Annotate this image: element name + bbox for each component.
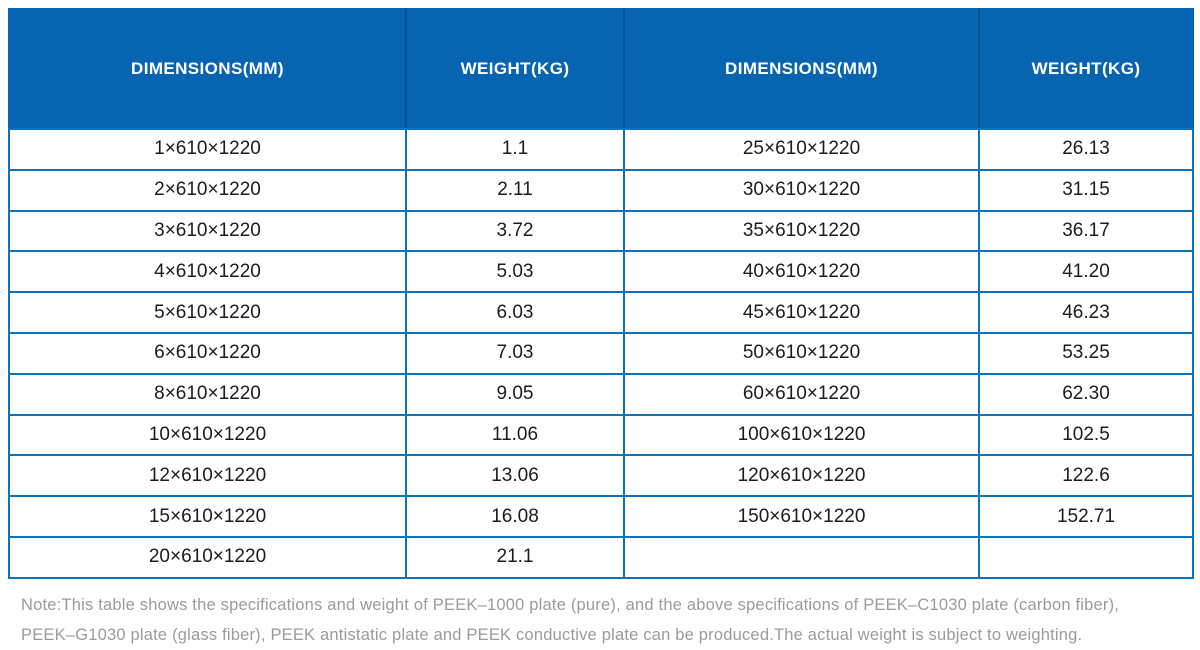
table-row: 10×610×1220 11.06 100×610×1220 102.5 — [8, 413, 1194, 457]
dimensions-cell: 12×610×1220 — [8, 454, 407, 498]
dimensions-cell: 1×610×1220 — [8, 128, 407, 171]
weight-cell: 3.72 — [405, 209, 625, 253]
dimensions-cell: 15×610×1220 — [8, 495, 407, 538]
table-row: 15×610×1220 16.08 150×610×1220 152.71 — [8, 495, 1194, 538]
dimensions-cell: 2×610×1220 — [8, 168, 407, 212]
weight-cell: 62.30 — [978, 372, 1194, 416]
weight-column-header-2: WEIGHT(KG) — [978, 8, 1194, 130]
dimensions-cell: 45×610×1220 — [623, 291, 980, 334]
dimensions-cell: 4×610×1220 — [8, 250, 407, 294]
dimensions-cell: 150×610×1220 — [623, 495, 980, 538]
weight-cell: 2.11 — [405, 168, 625, 212]
dimensions-cell: 35×610×1220 — [623, 209, 980, 253]
dimensions-cell: 20×610×1220 — [8, 535, 407, 579]
dimensions-cell — [623, 535, 980, 579]
weight-cell: 53.25 — [978, 331, 1194, 375]
dimensions-cell: 25×610×1220 — [623, 128, 980, 171]
weight-cell: 11.06 — [405, 413, 625, 457]
dimensions-cell: 40×610×1220 — [623, 250, 980, 294]
table-row: 5×610×1220 6.03 45×610×1220 46.23 — [8, 291, 1194, 334]
dimensions-cell: 100×610×1220 — [623, 413, 980, 457]
table-row: 1×610×1220 1.1 25×610×1220 26.13 — [8, 128, 1194, 171]
weight-column-header-1: WEIGHT(KG) — [405, 8, 625, 130]
table-row: 3×610×1220 3.72 35×610×1220 36.17 — [8, 209, 1194, 253]
weight-cell: 13.06 — [405, 454, 625, 498]
weight-cell: 16.08 — [405, 495, 625, 538]
dimensions-cell: 8×610×1220 — [8, 372, 407, 416]
table-row: 4×610×1220 5.03 40×610×1220 41.20 — [8, 250, 1194, 294]
header-row: DIMENSIONS(MM) WEIGHT(KG) DIMENSIONS(MM)… — [8, 8, 1194, 130]
weight-cell: 1.1 — [405, 128, 625, 171]
table-row: 6×610×1220 7.03 50×610×1220 53.25 — [8, 331, 1194, 375]
weight-cell: 46.23 — [978, 291, 1194, 334]
dimensions-cell: 50×610×1220 — [623, 331, 980, 375]
weight-cell: 5.03 — [405, 250, 625, 294]
weight-cell: 9.05 — [405, 372, 625, 416]
dimensions-cell: 30×610×1220 — [623, 168, 980, 212]
spec-weight-table: DIMENSIONS(MM) WEIGHT(KG) DIMENSIONS(MM)… — [8, 8, 1194, 579]
weight-cell: 36.17 — [978, 209, 1194, 253]
dimensions-cell: 6×610×1220 — [8, 331, 407, 375]
table-row: 2×610×1220 2.11 30×610×1220 31.15 — [8, 168, 1194, 212]
weight-cell: 41.20 — [978, 250, 1194, 294]
table-body: 1×610×1220 1.1 25×610×1220 26.13 2×610×1220 2… — [8, 128, 1194, 579]
weight-cell: 26.13 — [978, 128, 1194, 171]
dimensions-cell: 3×610×1220 — [8, 209, 407, 253]
table-header: DIMENSIONS(MM) WEIGHT(KG) DIMENSIONS(MM)… — [8, 8, 1194, 130]
dimensions-column-header-1: DIMENSIONS(MM) — [8, 8, 407, 130]
dimensions-column-header-2: DIMENSIONS(MM) — [623, 8, 980, 130]
weight-cell: 31.15 — [978, 168, 1194, 212]
table-row: 8×610×1220 9.05 60×610×1220 62.30 — [8, 372, 1194, 416]
dimensions-cell: 5×610×1220 — [8, 291, 407, 334]
table-row: 20×610×1220 21.1 — [8, 535, 1194, 579]
weight-cell: 152.71 — [978, 495, 1194, 538]
weight-cell: 7.03 — [405, 331, 625, 375]
dimensions-cell: 10×610×1220 — [8, 413, 407, 457]
weight-cell: 21.1 — [405, 535, 625, 579]
dimensions-cell: 60×610×1220 — [623, 372, 980, 416]
dimensions-cell: 120×610×1220 — [623, 454, 980, 498]
table-row: 12×610×1220 13.06 120×610×1220 122.6 — [8, 454, 1194, 498]
weight-cell — [978, 535, 1194, 579]
weight-cell: 6.03 — [405, 291, 625, 334]
weight-cell: 102.5 — [978, 413, 1194, 457]
weight-cell: 122.6 — [978, 454, 1194, 498]
table-footnote: Note:This table shows the specifications… — [21, 595, 1120, 644]
